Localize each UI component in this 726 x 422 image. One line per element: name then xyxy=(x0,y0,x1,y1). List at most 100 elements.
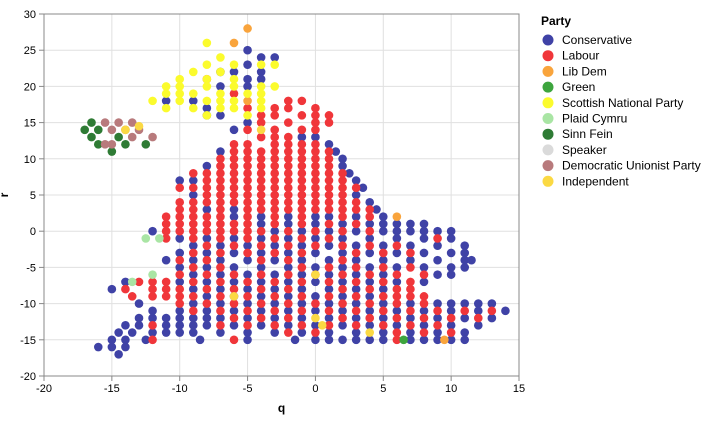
point-conservative xyxy=(216,82,225,91)
point-plaid-cymru xyxy=(141,234,151,243)
point-labour xyxy=(324,219,334,229)
point-labour xyxy=(256,226,266,236)
point-labour xyxy=(283,299,293,308)
point-independent xyxy=(317,321,327,330)
y-tick-label: 20 xyxy=(24,81,36,93)
legend-swatch-labour xyxy=(542,50,554,62)
point-labour xyxy=(378,292,388,301)
point-sinn-fein xyxy=(93,140,103,149)
point-independent xyxy=(229,292,239,301)
point-conservative xyxy=(311,248,320,258)
point-lib-dem xyxy=(392,212,402,222)
point-conservative xyxy=(297,241,307,250)
point-labour xyxy=(270,197,280,207)
point-labour xyxy=(406,321,415,330)
point-conservative xyxy=(324,335,334,345)
point-labour xyxy=(148,292,157,301)
point-labour xyxy=(283,140,293,149)
point-conservative xyxy=(351,328,361,337)
point-scottish-national-party xyxy=(188,103,198,113)
point-conservative xyxy=(243,241,252,250)
point-labour xyxy=(324,147,334,156)
point-labour xyxy=(202,284,212,294)
point-conservative xyxy=(243,328,252,337)
point-labour xyxy=(256,284,266,294)
point-plaid-cymru xyxy=(148,270,157,279)
point-labour xyxy=(175,197,185,207)
point-conservative xyxy=(433,335,442,345)
point-labour xyxy=(378,321,388,330)
point-independent xyxy=(311,270,320,279)
point-conservative xyxy=(460,241,470,250)
point-conservative xyxy=(406,299,415,308)
point-labour xyxy=(243,103,252,113)
point-labour xyxy=(365,205,375,214)
point-conservative xyxy=(460,328,470,337)
point-conservative xyxy=(216,299,225,308)
point-labour xyxy=(256,118,266,127)
point-labour xyxy=(297,183,307,193)
point-conservative xyxy=(406,313,415,323)
point-scottish-national-party xyxy=(175,96,185,106)
point-conservative xyxy=(331,147,341,156)
point-labour xyxy=(202,219,212,229)
point-conservative xyxy=(446,321,456,330)
point-labour xyxy=(243,277,252,287)
point-labour xyxy=(338,241,347,250)
point-labour xyxy=(283,205,293,214)
point-labour xyxy=(324,197,334,207)
legend-label-scottish-national-party: Scottish National Party xyxy=(562,96,683,110)
point-labour xyxy=(283,313,293,323)
point-labour xyxy=(392,313,402,323)
point-labour xyxy=(392,270,402,279)
point-conservative xyxy=(419,234,429,243)
point-labour xyxy=(338,284,347,294)
point-conservative xyxy=(311,234,320,243)
point-democratic-unionist-party xyxy=(107,125,117,135)
point-conservative xyxy=(188,299,198,308)
point-labour xyxy=(311,190,320,200)
point-labour xyxy=(297,168,307,178)
point-conservative xyxy=(311,263,320,272)
point-sinn-fein xyxy=(80,125,90,135)
point-scottish-national-party xyxy=(256,96,266,106)
point-conservative xyxy=(446,270,456,279)
point-labour xyxy=(216,277,225,287)
point-conservative xyxy=(229,277,239,287)
point-conservative xyxy=(311,335,320,345)
point-conservative xyxy=(419,306,429,316)
point-labour xyxy=(175,226,185,236)
x-tick-label: -15 xyxy=(104,383,120,395)
legend-swatch-speaker xyxy=(542,144,554,156)
point-labour xyxy=(392,335,402,345)
point-labour xyxy=(243,226,252,236)
point-conservative xyxy=(175,321,185,330)
point-conservative xyxy=(256,212,266,222)
point-labour xyxy=(324,234,334,243)
point-scottish-national-party xyxy=(202,111,212,120)
point-conservative xyxy=(324,212,334,222)
point-labour xyxy=(202,299,212,308)
point-labour xyxy=(188,306,198,316)
point-conservative xyxy=(324,270,334,279)
y-tick-label: 5 xyxy=(30,190,36,202)
point-conservative xyxy=(216,255,225,265)
legend-label-independent: Independent xyxy=(562,174,629,188)
point-conservative xyxy=(378,299,388,308)
point-conservative xyxy=(378,328,388,337)
legend-title: Party xyxy=(541,14,571,28)
point-labour xyxy=(270,219,280,229)
point-conservative xyxy=(351,299,361,308)
x-tick-label: -20 xyxy=(36,383,52,395)
point-labour xyxy=(283,183,293,193)
point-conservative xyxy=(188,313,198,323)
point-conservative xyxy=(229,212,239,222)
point-conservative xyxy=(229,205,239,214)
point-conservative xyxy=(311,132,320,142)
point-sinn-fein xyxy=(114,132,123,142)
point-conservative xyxy=(270,241,280,250)
point-labour xyxy=(297,248,307,258)
point-conservative xyxy=(365,306,375,316)
point-labour xyxy=(229,270,239,279)
point-labour xyxy=(283,96,293,106)
